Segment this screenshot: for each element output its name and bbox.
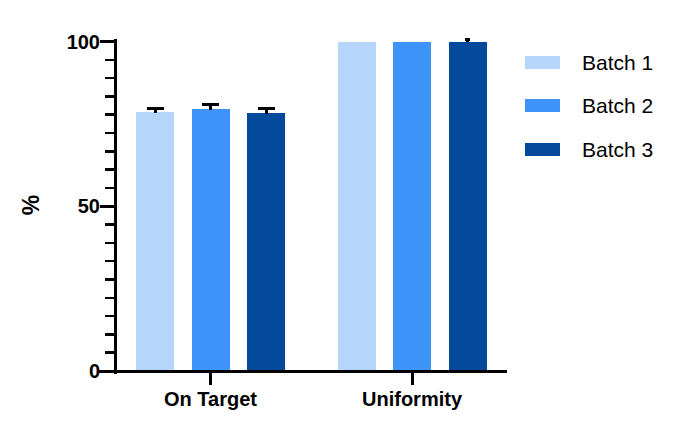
y-minor-tick xyxy=(105,168,114,171)
error-bar-cap xyxy=(465,38,470,41)
error-bar-cap xyxy=(147,107,164,110)
y-major-tick xyxy=(100,370,114,373)
y-minor-tick xyxy=(105,132,114,135)
error-bar-cap xyxy=(202,103,219,106)
error-bar-stem xyxy=(466,41,469,43)
y-minor-tick xyxy=(105,297,114,300)
y-minor-tick xyxy=(105,95,114,98)
y-minor-tick xyxy=(105,315,114,318)
legend-item-batch-2: Batch 2 xyxy=(525,93,653,119)
bar-chart-figure: % 050100On TargetUniformity Batch 1Batch… xyxy=(0,0,680,443)
y-minor-tick xyxy=(105,278,114,281)
y-minor-tick xyxy=(105,333,114,336)
y-minor-tick xyxy=(105,351,114,354)
bar-batch-3-on-target xyxy=(247,113,285,372)
legend-swatch-icon xyxy=(525,56,560,69)
y-minor-tick xyxy=(105,242,114,245)
error-bar-stem xyxy=(154,110,157,114)
y-tick-label: 0 xyxy=(0,361,100,381)
bar-batch-2-uniformity xyxy=(393,42,431,373)
y-minor-tick xyxy=(105,150,114,153)
bar-batch-3-uniformity xyxy=(449,42,487,373)
y-minor-tick xyxy=(105,260,114,263)
legend-label: Batch 1 xyxy=(582,52,653,73)
legend-item-batch-3: Batch 3 xyxy=(525,136,653,162)
legend-label: Batch 3 xyxy=(582,139,653,160)
bar-batch-1-uniformity xyxy=(338,42,376,373)
y-minor-tick xyxy=(105,59,114,62)
x-category-label: On Target xyxy=(164,389,257,409)
legend-label: Batch 2 xyxy=(582,95,653,116)
error-bar-stem xyxy=(209,106,212,110)
y-minor-tick xyxy=(105,77,114,80)
legend-swatch-icon xyxy=(525,143,560,156)
x-axis xyxy=(99,370,507,373)
x-category-tick xyxy=(411,373,414,385)
bar-batch-1-on-target xyxy=(136,112,174,372)
y-minor-tick xyxy=(105,223,114,226)
y-axis xyxy=(114,39,117,374)
y-minor-tick xyxy=(105,113,114,116)
y-tick-label: 100 xyxy=(0,32,100,52)
legend-item-batch-1: Batch 1 xyxy=(525,49,653,75)
y-major-tick xyxy=(100,205,114,208)
y-tick-label: 50 xyxy=(0,196,100,216)
legend-swatch-icon xyxy=(525,99,560,112)
y-minor-tick xyxy=(105,187,114,190)
bar-batch-2-on-target xyxy=(192,109,230,372)
x-category-label: Uniformity xyxy=(362,389,462,409)
error-bar-stem xyxy=(265,110,268,114)
y-major-tick xyxy=(100,40,114,43)
x-category-tick xyxy=(209,373,212,385)
error-bar-cap xyxy=(258,107,275,110)
